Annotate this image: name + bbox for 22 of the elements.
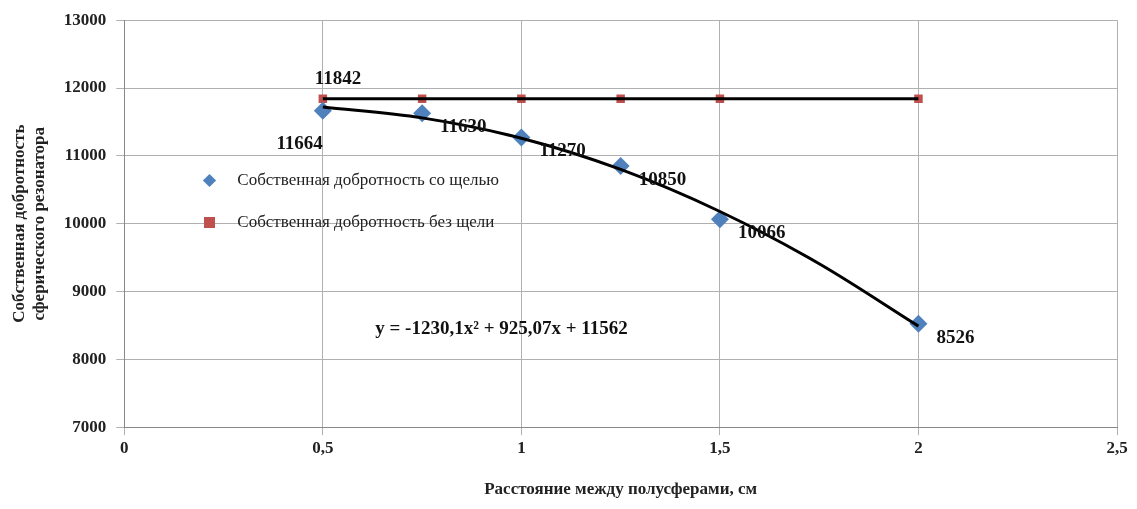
legend-label: Собственная добротность без щели	[237, 212, 495, 233]
data-label: 11842	[314, 66, 362, 88]
y-axis-title: Собственная добротность сферического резонатора	[8, 124, 48, 323]
y-tick-label: 13000	[63, 9, 107, 29]
x-tick-label: 2	[914, 437, 923, 457]
data-label: 11664	[276, 131, 324, 153]
x-tick-label: 0	[120, 437, 129, 457]
y-tick-label: 10000	[63, 213, 107, 233]
x-tick-label: 0,5	[312, 437, 334, 457]
x-tick-label: 1,5	[709, 437, 731, 457]
annotation: y = -1230,1x² + 925,07x + 11562	[375, 317, 628, 339]
x-tick-label: 1	[517, 437, 526, 457]
y-tick-label: 11000	[64, 145, 107, 165]
x-tick-label: 2,5	[1106, 437, 1128, 457]
point	[710, 210, 729, 229]
x-axis-title: Расстояние между полусферами, см	[484, 479, 758, 499]
y-tick-label: 12000	[63, 77, 107, 97]
y-tick-label: 9000	[72, 280, 107, 300]
y-tick-label: 8000	[72, 348, 107, 368]
y-tick-label: 7000	[72, 416, 107, 436]
data-label: 8526	[936, 325, 975, 347]
legend-label: Собственная добротность со щелью	[237, 170, 499, 191]
